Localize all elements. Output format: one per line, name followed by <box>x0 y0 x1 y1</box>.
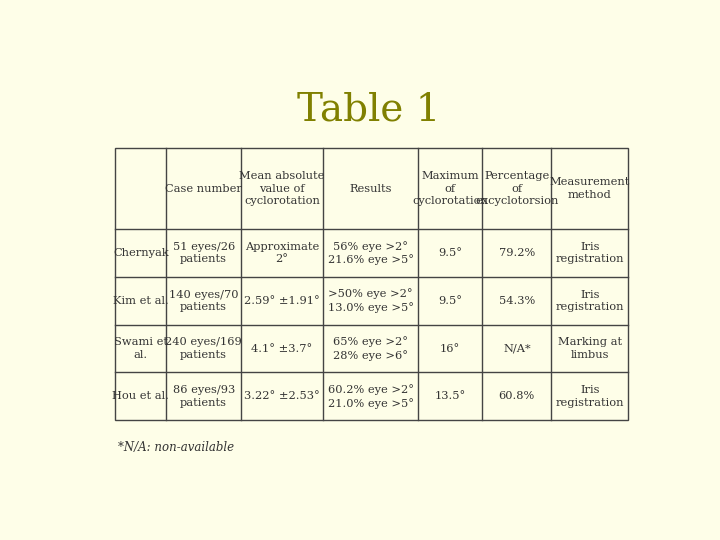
Text: Maximum
of
cyclorotation: Maximum of cyclorotation <box>412 171 488 206</box>
Text: Iris
registration: Iris registration <box>556 385 624 408</box>
Text: 86 eyes/93
patients: 86 eyes/93 patients <box>173 385 235 408</box>
Text: Approximate
2°: Approximate 2° <box>245 242 319 264</box>
Text: 4.1° ±3.7°: 4.1° ±3.7° <box>251 343 312 354</box>
Text: 60.2% eye >2°
21.0% eye >5°: 60.2% eye >2° 21.0% eye >5° <box>328 384 413 409</box>
Text: Marking at
limbus: Marking at limbus <box>558 338 622 360</box>
Text: 3.22° ±2.53°: 3.22° ±2.53° <box>244 392 320 401</box>
Text: Hou et al.: Hou et al. <box>112 392 169 401</box>
Text: 140 eyes/70
patients: 140 eyes/70 patients <box>169 289 238 312</box>
Text: 79.2%: 79.2% <box>499 248 535 258</box>
Text: *N/A: non-available: *N/A: non-available <box>118 441 234 454</box>
Text: 54.3%: 54.3% <box>499 296 535 306</box>
Text: Kim et al.: Kim et al. <box>113 296 168 306</box>
Text: Iris
registration: Iris registration <box>556 242 624 264</box>
Text: 13.5°: 13.5° <box>434 392 466 401</box>
Text: Chernyak: Chernyak <box>113 248 168 258</box>
Text: Mean absolute
value of
cyclorotation: Mean absolute value of cyclorotation <box>239 171 325 206</box>
Text: N/A*: N/A* <box>503 343 531 354</box>
Text: Table 1: Table 1 <box>297 92 441 129</box>
Text: 56% eye >2°
21.6% eye >5°: 56% eye >2° 21.6% eye >5° <box>328 241 413 265</box>
Text: 9.5°: 9.5° <box>438 248 462 258</box>
Text: 9.5°: 9.5° <box>438 296 462 306</box>
Text: >50% eye >2°
13.0% eye >5°: >50% eye >2° 13.0% eye >5° <box>328 288 413 313</box>
Text: 51 eyes/26
patients: 51 eyes/26 patients <box>173 242 235 264</box>
Text: Percentage
of
excyclotorsion: Percentage of excyclotorsion <box>475 171 559 206</box>
Text: Swami et
al.: Swami et al. <box>114 338 168 360</box>
Text: Results: Results <box>349 184 392 193</box>
Text: Measurement
method: Measurement method <box>550 177 630 200</box>
Text: Case number: Case number <box>165 184 242 193</box>
Text: 16°: 16° <box>440 343 460 354</box>
Text: 2.59° ±1.91°: 2.59° ±1.91° <box>244 296 320 306</box>
Text: Iris
registration: Iris registration <box>556 289 624 312</box>
Text: 240 eyes/169
patients: 240 eyes/169 patients <box>166 338 242 360</box>
Text: 60.8%: 60.8% <box>499 392 535 401</box>
Text: 65% eye >2°
28% eye >6°: 65% eye >2° 28% eye >6° <box>333 336 408 361</box>
